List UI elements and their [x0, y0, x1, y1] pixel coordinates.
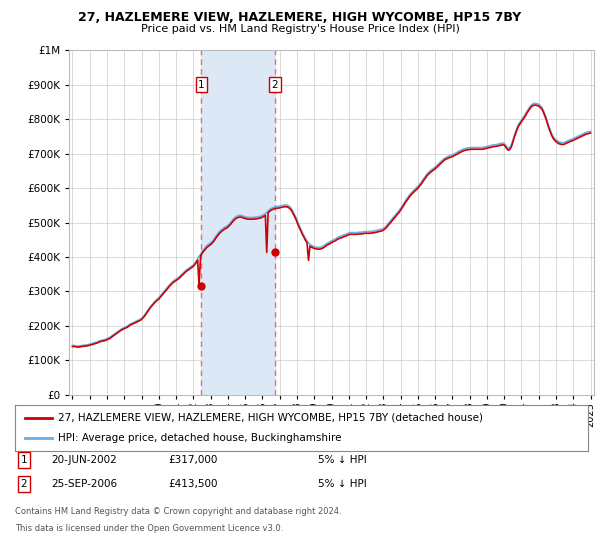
- Bar: [202, 50, 275, 395]
- Text: 20-JUN-2002: 20-JUN-2002: [51, 455, 117, 465]
- Text: 1: 1: [198, 80, 205, 90]
- Text: £413,500: £413,500: [168, 479, 218, 489]
- Text: Price paid vs. HM Land Registry's House Price Index (HPI): Price paid vs. HM Land Registry's House …: [140, 24, 460, 34]
- Text: 2: 2: [20, 479, 28, 489]
- Text: 2: 2: [272, 80, 278, 90]
- Text: HPI: Average price, detached house, Buckinghamshire: HPI: Average price, detached house, Buck…: [58, 433, 341, 443]
- Text: 27, HAZLEMERE VIEW, HAZLEMERE, HIGH WYCOMBE, HP15 7BY: 27, HAZLEMERE VIEW, HAZLEMERE, HIGH WYCO…: [79, 11, 521, 24]
- Text: 27, HAZLEMERE VIEW, HAZLEMERE, HIGH WYCOMBE, HP15 7BY (detached house): 27, HAZLEMERE VIEW, HAZLEMERE, HIGH WYCO…: [58, 413, 483, 423]
- Text: Contains HM Land Registry data © Crown copyright and database right 2024.: Contains HM Land Registry data © Crown c…: [15, 507, 341, 516]
- Text: 5% ↓ HPI: 5% ↓ HPI: [318, 479, 367, 489]
- Text: 1: 1: [20, 455, 28, 465]
- Text: £317,000: £317,000: [168, 455, 217, 465]
- Text: 25-SEP-2006: 25-SEP-2006: [51, 479, 117, 489]
- Text: 5% ↓ HPI: 5% ↓ HPI: [318, 455, 367, 465]
- Text: This data is licensed under the Open Government Licence v3.0.: This data is licensed under the Open Gov…: [15, 524, 283, 533]
